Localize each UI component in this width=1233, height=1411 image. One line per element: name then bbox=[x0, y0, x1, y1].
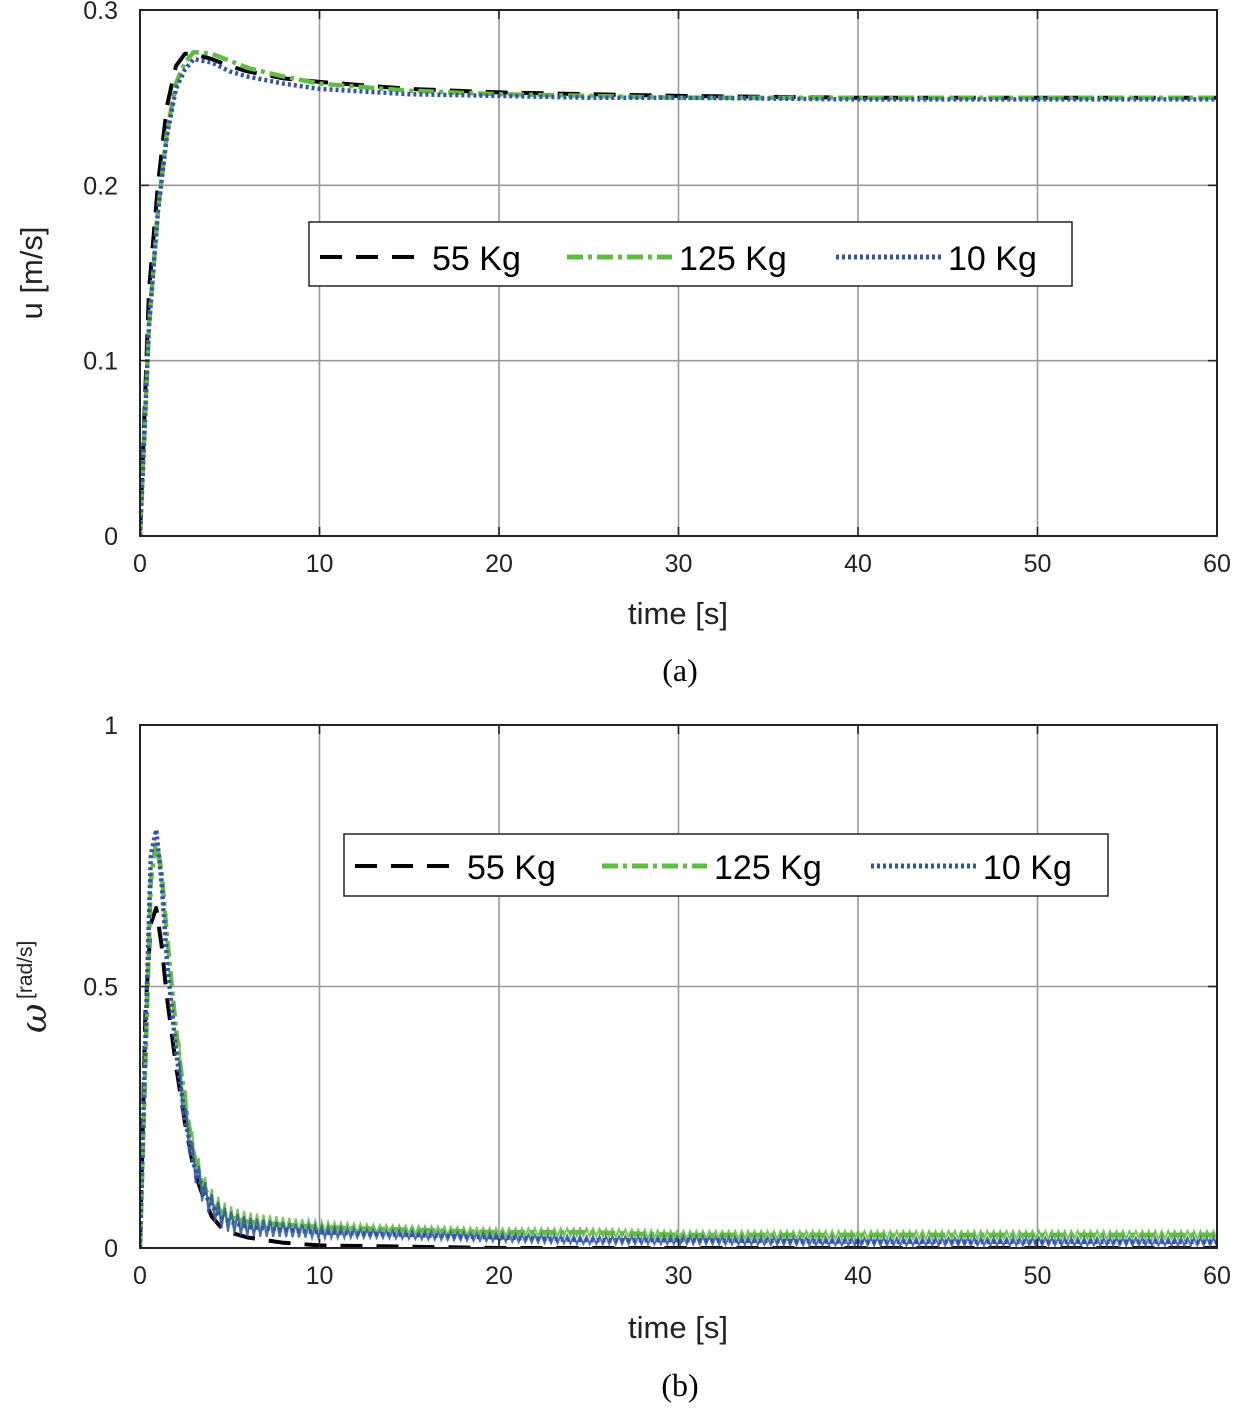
x-tick-label: 40 bbox=[844, 550, 872, 578]
x-tick-label: 30 bbox=[665, 1262, 693, 1290]
series-line-55kg-b bbox=[140, 906, 1217, 1248]
y-ticks-b: 00.51 bbox=[83, 712, 1217, 1263]
x-tick-label: 30 bbox=[665, 550, 693, 578]
x-tick-label: 10 bbox=[306, 1262, 334, 1290]
x-ticks-b: 0 10 20 30 40 50 60 bbox=[133, 725, 1231, 1290]
legend-label-125kg-a: 125 Kg bbox=[679, 240, 787, 278]
x-ticks-a: 0 10 20 30 40 50 60 bbox=[133, 10, 1231, 578]
series-group-b bbox=[140, 827, 1217, 1248]
x-tick-label: 50 bbox=[1024, 550, 1052, 578]
y-tick-label: 0.1 bbox=[83, 348, 118, 376]
legend-label-10kg-a: 10 Kg bbox=[948, 240, 1037, 278]
y-axis-unit-b: [rad/s] bbox=[14, 941, 37, 999]
panel-a: 0 10 20 30 40 50 60 0 0.1 0.2 0.3 time [s] u [m/s… bbox=[14, 0, 1231, 688]
legend-label-55kg-a: 55 Kg bbox=[432, 240, 521, 278]
y-tick-label: 1 bbox=[104, 712, 118, 740]
x-tick-label: 40 bbox=[844, 1262, 872, 1290]
x-axis-label-a: time [s] bbox=[628, 596, 728, 631]
x-tick-label: 50 bbox=[1024, 1262, 1052, 1290]
legend-box-b bbox=[343, 833, 1109, 897]
x-tick-label: 60 bbox=[1203, 550, 1231, 578]
x-tick-label: 20 bbox=[485, 550, 513, 578]
legend-label-55kg-b: 55 Kg bbox=[467, 849, 556, 887]
legend-box-a bbox=[308, 221, 1073, 287]
caption-a: (a) bbox=[662, 652, 698, 688]
caption-b: (b) bbox=[661, 1367, 698, 1403]
y-axis-label-a: u [m/s] bbox=[14, 226, 49, 319]
y-ticks-a: 0 0.1 0.2 0.3 bbox=[83, 0, 1217, 551]
x-axis-label-b: time [s] bbox=[628, 1310, 728, 1345]
x-tick-label: 20 bbox=[485, 1262, 513, 1290]
legend-b: 55 Kg 125 Kg 10 Kg bbox=[343, 833, 1109, 897]
y-tick-label: 0 bbox=[104, 523, 118, 551]
y-tick-label: 0.5 bbox=[83, 974, 118, 1002]
grid-b bbox=[140, 725, 1217, 1248]
series-line-10kg-a bbox=[140, 56, 1217, 536]
y-tick-label: 0.2 bbox=[83, 172, 118, 200]
y-tick-label: 0 bbox=[104, 1235, 118, 1263]
x-tick-label: 60 bbox=[1203, 1262, 1231, 1290]
y-axis-symbol-b: ω bbox=[14, 1004, 55, 1033]
series-group-a bbox=[140, 49, 1217, 536]
legend-label-125kg-b: 125 Kg bbox=[714, 849, 822, 887]
x-tick-label: 10 bbox=[306, 550, 334, 578]
legend-a: 55 Kg 125 Kg 10 Kg bbox=[308, 221, 1073, 287]
y-axis-label-b: ω [rad/s] bbox=[14, 941, 55, 1033]
x-tick-label: 0 bbox=[133, 1262, 147, 1290]
y-tick-label: 0.3 bbox=[83, 0, 118, 25]
x-tick-label: 0 bbox=[133, 550, 147, 578]
legend-label-10kg-b: 10 Kg bbox=[983, 849, 1072, 887]
panel-b: 0 10 20 30 40 50 60 00.51 time [s] ω [rad/s] 5… bbox=[14, 712, 1231, 1403]
